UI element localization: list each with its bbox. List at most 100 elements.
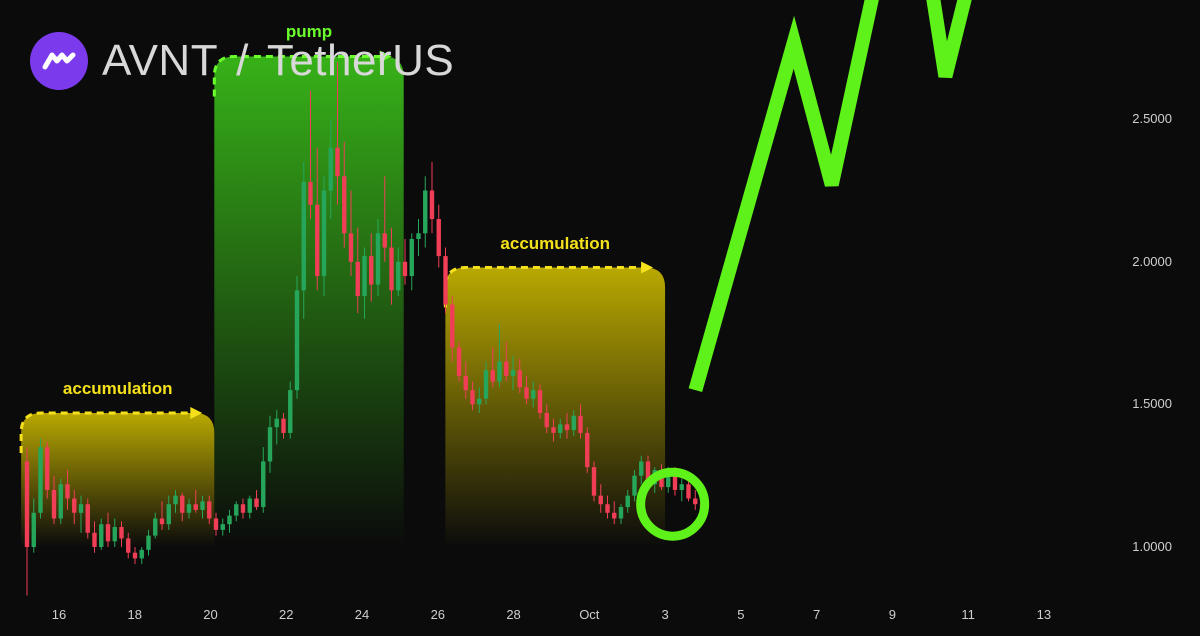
accumulation-zone bbox=[445, 267, 666, 547]
candle bbox=[308, 90, 313, 220]
candle-body bbox=[92, 532, 97, 547]
candle bbox=[416, 219, 421, 257]
candle-body bbox=[45, 447, 50, 490]
x-tick-label: 24 bbox=[354, 607, 370, 622]
candle-body bbox=[153, 518, 158, 536]
x-tick-label: 3 bbox=[661, 607, 669, 622]
candle bbox=[679, 478, 684, 502]
candle-body bbox=[666, 472, 671, 488]
x-tick-label: 18 bbox=[127, 607, 142, 622]
candle-body bbox=[38, 447, 43, 513]
candle-body bbox=[65, 484, 70, 499]
candle bbox=[234, 501, 239, 522]
candle-body bbox=[24, 461, 30, 547]
candle-body bbox=[220, 524, 225, 530]
candle-body bbox=[254, 498, 259, 508]
candle-body bbox=[288, 390, 293, 433]
accumulation-dashed-outline bbox=[19, 411, 193, 453]
candle bbox=[497, 324, 502, 388]
candle bbox=[450, 296, 455, 362]
candle bbox=[31, 498, 36, 553]
candle bbox=[213, 512, 219, 536]
candle-body bbox=[240, 504, 246, 513]
candle bbox=[335, 62, 340, 205]
candle bbox=[119, 521, 124, 547]
candle bbox=[173, 489, 178, 513]
candle bbox=[301, 161, 306, 319]
candle bbox=[281, 412, 286, 439]
candle-body bbox=[328, 147, 333, 191]
accumulation-arrowhead bbox=[190, 406, 203, 419]
candle-body bbox=[605, 504, 610, 513]
candle bbox=[544, 404, 549, 433]
candle bbox=[146, 529, 151, 556]
candle bbox=[362, 247, 367, 319]
accumulation-zone bbox=[21, 412, 215, 547]
candle-body bbox=[423, 190, 428, 234]
candle-body bbox=[315, 204, 320, 277]
candle-body bbox=[504, 361, 509, 376]
candle bbox=[193, 489, 198, 513]
candle bbox=[348, 190, 354, 277]
candle bbox=[423, 176, 428, 248]
candle-body bbox=[261, 461, 266, 508]
candle bbox=[639, 455, 644, 485]
candle-body bbox=[436, 219, 441, 257]
y-tick-label: 2.0000 bbox=[1132, 253, 1172, 269]
candle-body bbox=[591, 467, 597, 496]
candle bbox=[261, 447, 266, 513]
candle bbox=[402, 238, 408, 285]
candle-body bbox=[450, 304, 455, 348]
candle bbox=[375, 219, 381, 297]
candle-body bbox=[213, 518, 219, 530]
x-tick-label: 9 bbox=[888, 607, 896, 622]
candle bbox=[254, 489, 259, 510]
candle-body bbox=[463, 375, 468, 391]
candle-body bbox=[31, 512, 36, 547]
candle-body bbox=[537, 390, 543, 413]
candle bbox=[396, 247, 401, 297]
candle bbox=[389, 227, 394, 305]
y-tick-label: 1.0000 bbox=[1132, 539, 1172, 554]
projection-arrow bbox=[688, 0, 972, 393]
pair-title: AVNT / TetherUS bbox=[102, 36, 454, 86]
x-tick-label: 28 bbox=[506, 607, 521, 622]
candle-body bbox=[598, 495, 603, 505]
candle-body bbox=[524, 387, 529, 399]
candle-body bbox=[618, 507, 624, 519]
candle bbox=[605, 495, 610, 519]
candle bbox=[58, 478, 63, 525]
x-tick-label: 13 bbox=[1036, 607, 1052, 622]
candle-body bbox=[429, 190, 435, 220]
candle-body bbox=[396, 261, 401, 291]
candle-body bbox=[369, 256, 374, 285]
candle bbox=[598, 484, 603, 513]
candle bbox=[504, 341, 509, 382]
candle bbox=[571, 410, 576, 436]
candle bbox=[24, 447, 30, 596]
candle bbox=[85, 498, 90, 539]
candle-body bbox=[119, 527, 124, 539]
pump-arrowhead bbox=[379, 50, 392, 63]
candle-body bbox=[85, 504, 90, 533]
candle bbox=[436, 204, 441, 268]
candle bbox=[321, 176, 327, 297]
candle-body bbox=[99, 524, 104, 547]
candle-body bbox=[342, 176, 347, 234]
candle bbox=[463, 361, 468, 399]
candle bbox=[443, 247, 448, 314]
candle-body bbox=[477, 398, 482, 405]
y-tick-label: 1.5000 bbox=[1132, 396, 1172, 412]
accumulation-dashed-outline bbox=[443, 266, 644, 308]
candle-body bbox=[483, 370, 489, 399]
candle-body bbox=[267, 427, 273, 462]
avantis-logo-icon bbox=[30, 32, 88, 90]
candle-body bbox=[247, 498, 252, 513]
candle bbox=[693, 489, 698, 510]
candle bbox=[342, 142, 347, 248]
candle-body bbox=[531, 390, 536, 399]
candle-body bbox=[402, 261, 408, 277]
candle-body bbox=[234, 504, 239, 516]
candle-body bbox=[632, 475, 637, 496]
